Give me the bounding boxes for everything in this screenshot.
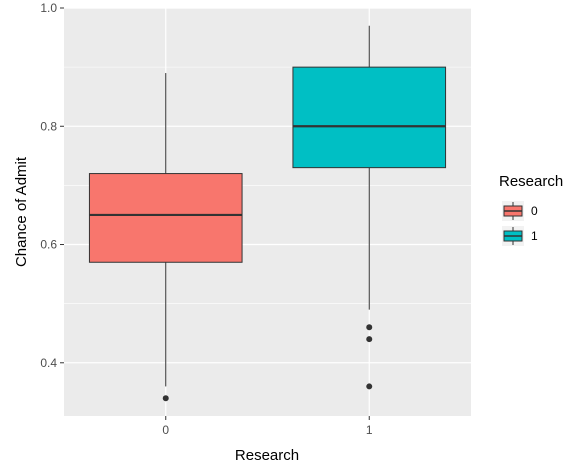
legend: Research 01 [499, 173, 563, 246]
box-group-1 [292, 25, 447, 390]
y-axis: 0.4 0.6 0.8 1.0 [40, 1, 64, 370]
y-tick-label: 0.6 [40, 238, 57, 252]
y-tick-label: 0.8 [40, 119, 57, 133]
legend-label: 1 [531, 229, 538, 243]
y-tick-label: 1.0 [40, 1, 57, 15]
legend-item-1: 1 [502, 226, 538, 246]
x-axis-title: Research [235, 447, 299, 464]
boxes [88, 25, 447, 402]
outlier-point [366, 336, 373, 343]
x-tick-label: 1 [366, 423, 373, 437]
x-tick-label: 0 [162, 423, 169, 437]
outlier-point [366, 383, 373, 390]
legend-items: 01 [502, 201, 538, 246]
legend-title: Research [499, 173, 563, 190]
y-axis-title: Chance of Admit [13, 156, 30, 267]
outlier-point [162, 395, 169, 402]
outlier-point [366, 324, 373, 331]
box [88, 173, 243, 263]
legend-label: 0 [531, 204, 538, 218]
box-group-0 [88, 73, 243, 402]
legend-item-0: 0 [502, 201, 538, 221]
y-tick-label: 0.4 [40, 356, 57, 370]
box [292, 66, 447, 169]
